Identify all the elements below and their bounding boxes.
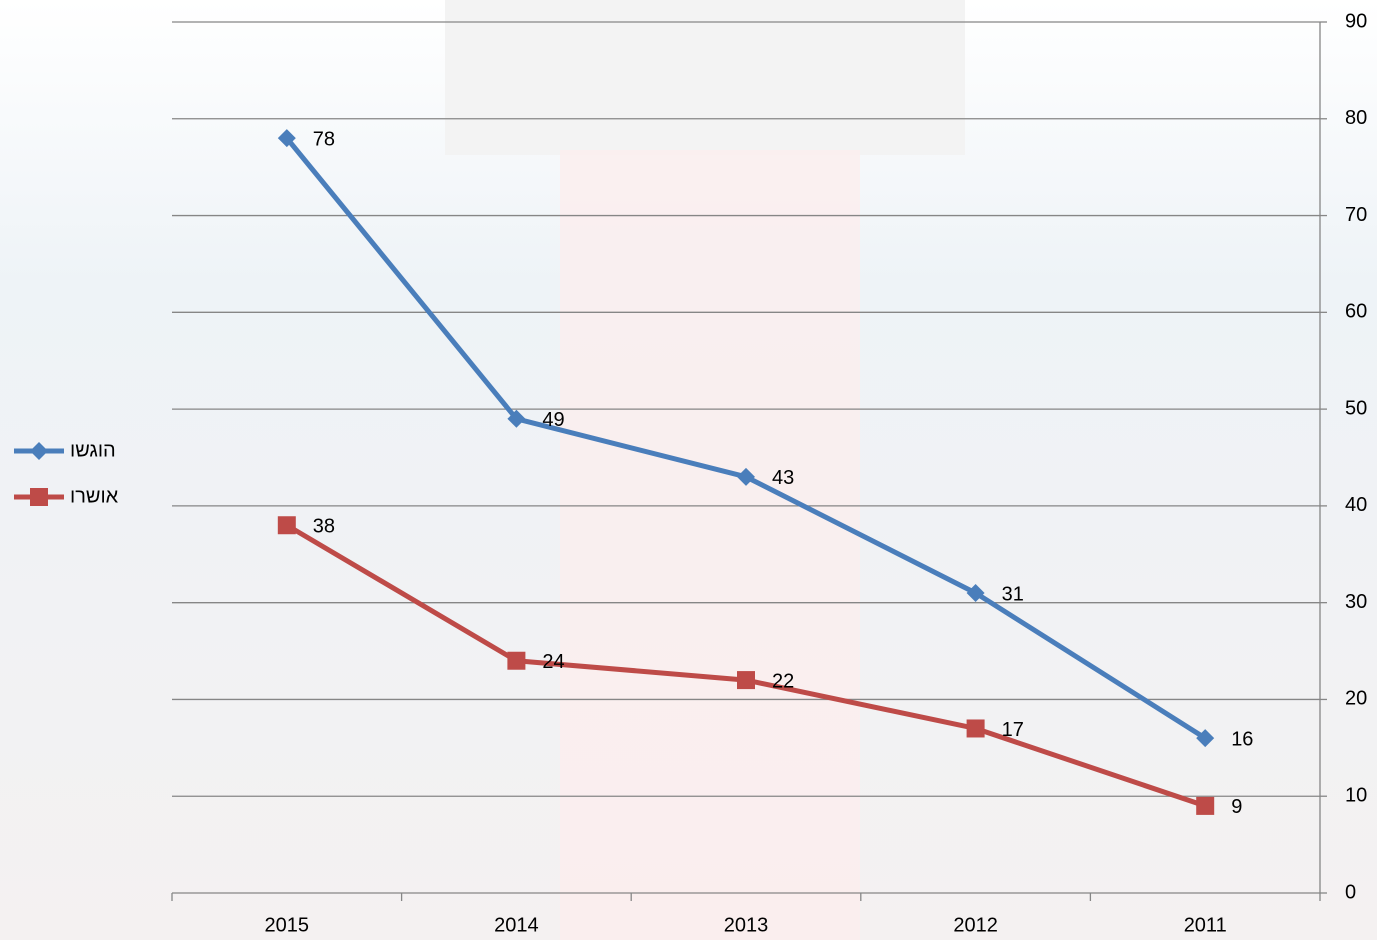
y-tick-label: 40 [1345, 494, 1367, 516]
x-tick-label: 2014 [494, 914, 539, 936]
data-label: 49 [542, 409, 564, 431]
marker [278, 516, 296, 534]
y-tick-label: 30 [1345, 591, 1367, 613]
marker [1196, 797, 1214, 815]
data-label: 24 [542, 651, 564, 673]
data-label: 17 [1002, 719, 1024, 741]
chart: 0 10 20 30 40 50 60 70 80 90 2015 2014 2013 2012 2011 7… [0, 0, 1377, 940]
y-tick-label: 60 [1345, 301, 1367, 323]
data-label: 16 [1231, 728, 1253, 750]
legend-label: אושרו [70, 485, 119, 507]
y-tick-label: 80 [1345, 107, 1367, 129]
marker [967, 719, 985, 737]
y-tick-label: 10 [1345, 785, 1367, 807]
x-tick-label: 2015 [265, 914, 310, 936]
y-tick-label: 70 [1345, 204, 1367, 226]
y-tick-label: 90 [1345, 10, 1367, 32]
data-label: 22 [772, 670, 794, 692]
background-figure [560, 150, 860, 940]
marker [507, 652, 525, 670]
data-label: 9 [1231, 796, 1242, 818]
marker [30, 488, 48, 506]
legend-label: הוגשו [70, 439, 116, 461]
x-tick-label: 2013 [724, 914, 769, 936]
page: {"chart_data": {"type": "line", "categor… [0, 0, 1377, 940]
data-label: 43 [772, 467, 794, 489]
background-panel [445, 0, 965, 155]
x-tick-label: 2011 [1184, 914, 1227, 936]
marker [737, 671, 755, 689]
data-label: 31 [1002, 583, 1024, 605]
y-tick-label: 20 [1345, 688, 1367, 710]
data-label: 78 [313, 128, 335, 150]
y-tick-label: 50 [1345, 397, 1367, 419]
x-tick-label: 2012 [953, 914, 998, 936]
data-label: 38 [313, 516, 335, 538]
y-tick-label: 0 [1345, 881, 1356, 903]
